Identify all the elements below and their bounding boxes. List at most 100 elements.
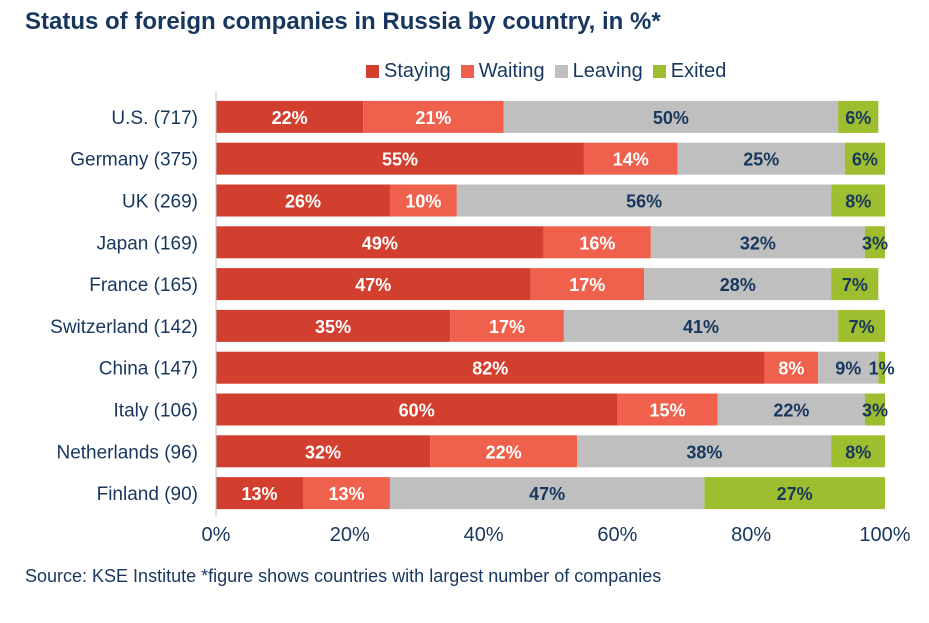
bar-segment-leaving [677, 142, 845, 175]
legend-label: Leaving [572, 59, 643, 82]
data-label: 22% [272, 108, 308, 128]
bar-segment-leaving [650, 226, 865, 259]
data-label: 14% [613, 150, 649, 170]
x-tick-label: 40% [464, 524, 504, 546]
x-tick-label: 100% [859, 524, 910, 546]
data-label: 17% [489, 317, 525, 337]
data-label: 3% [862, 233, 888, 253]
legend-swatch [366, 64, 379, 78]
bar-segment-leaving [644, 268, 832, 301]
bar-segment-waiting [430, 435, 578, 468]
legend-label: Staying [384, 59, 451, 82]
category-label: U.S. (717) [111, 108, 198, 129]
legend-swatch [652, 64, 666, 78]
bar-segment-exited [864, 226, 885, 259]
category-label: Germany (375) [70, 150, 198, 171]
bar-segment-waiting [617, 393, 718, 426]
data-label: 22% [486, 442, 522, 462]
data-label: 8% [778, 359, 804, 379]
legend-item-waiting: Waiting [460, 60, 545, 83]
legend-item-leaving: Leaving [554, 59, 643, 83]
data-label: 13% [328, 484, 364, 504]
bar-segment-staying [216, 268, 531, 301]
data-label: 7% [849, 317, 875, 337]
bar-segment-exited [838, 309, 885, 342]
bar-segment-leaving [563, 309, 839, 342]
data-label: 7% [842, 275, 868, 295]
data-label: 22% [773, 401, 809, 421]
bar-segment-waiting [583, 142, 678, 175]
bar-segment-staying [216, 477, 303, 510]
data-label: 50% [653, 108, 689, 128]
bar-segment-staying [216, 309, 451, 342]
bar-segment-exited [831, 184, 885, 217]
legend-swatch [554, 64, 568, 78]
bar-segment-leaving [456, 184, 832, 217]
data-label: 13% [241, 484, 277, 504]
source-note: Source: KSE Institute *figure shows coun… [25, 566, 662, 586]
category-label: Japan (169) [97, 233, 198, 254]
legend-swatch [460, 64, 474, 78]
chart-title: Status of foreign companies in Russia by… [25, 8, 661, 35]
bar-segment-waiting [530, 268, 645, 301]
stacked-bar-chart: U.S. (717) 22% 21% 50% 6% Germany (375) 55% 14%… [50, 92, 911, 546]
bar-segment-exited [864, 393, 885, 426]
bar-segment-leaving [717, 393, 865, 426]
bar-segment-leaving [818, 351, 879, 384]
bar-segment-leaving [577, 435, 832, 468]
category-label: Finland (90) [97, 484, 198, 505]
x-tick-label: 0% [202, 524, 231, 546]
data-label: 16% [579, 233, 615, 253]
bar-segment-staying [216, 142, 584, 175]
x-tick-label: 60% [597, 524, 637, 546]
legend-item-exited: Exited [652, 59, 727, 83]
bar-segment-staying [216, 393, 618, 426]
bar-segment-exited [831, 268, 879, 301]
data-label: 47% [529, 484, 565, 504]
data-label: 3% [862, 401, 888, 421]
bar-segment-waiting [389, 184, 457, 217]
data-label: 9% [835, 359, 861, 379]
legend-item-staying: Staying [366, 60, 451, 83]
data-label: 8% [845, 192, 871, 212]
data-label: 27% [777, 484, 813, 504]
data-label: 35% [315, 317, 351, 337]
data-label: 10% [405, 192, 441, 212]
category-label: Italy (106) [114, 401, 198, 422]
bar-segment-waiting [302, 477, 390, 510]
data-label: 38% [686, 442, 722, 462]
bar-segment-waiting [543, 226, 651, 259]
bar-segment-waiting [764, 351, 819, 384]
bar-segment-staying [216, 435, 431, 468]
data-label: 1% [869, 359, 895, 379]
chart-legend: Staying Waiting Leaving Exited [366, 58, 726, 84]
category-label: France (165) [89, 275, 198, 296]
data-label: 56% [626, 192, 662, 212]
bar-segment-waiting [363, 100, 504, 133]
data-label: 26% [285, 192, 321, 212]
data-label: 32% [305, 442, 341, 462]
data-label: 6% [852, 150, 878, 170]
data-label: 41% [683, 317, 719, 337]
x-tick-label: 80% [731, 524, 771, 546]
bar-segment-staying [216, 100, 364, 133]
bar-segment-exited [844, 142, 885, 175]
bar-segment-exited [878, 351, 885, 384]
data-label: 8% [845, 442, 871, 462]
category-label: China (147) [99, 359, 198, 380]
bar-segment-staying [216, 184, 390, 217]
bar-segment-exited [704, 477, 885, 510]
bar-segment-exited [831, 435, 885, 468]
data-label: 60% [399, 401, 435, 421]
data-label: 21% [415, 108, 451, 128]
legend-label: Exited [670, 59, 727, 82]
category-label: Netherlands (96) [56, 442, 198, 463]
x-tick-label: 20% [330, 524, 370, 546]
data-label: 17% [569, 275, 605, 295]
bar-segment-leaving [503, 100, 839, 133]
data-label: 47% [355, 275, 391, 295]
bar-segment-waiting [450, 309, 564, 342]
data-label: 15% [650, 401, 686, 421]
data-label: 32% [740, 233, 776, 253]
data-label: 55% [382, 150, 418, 170]
